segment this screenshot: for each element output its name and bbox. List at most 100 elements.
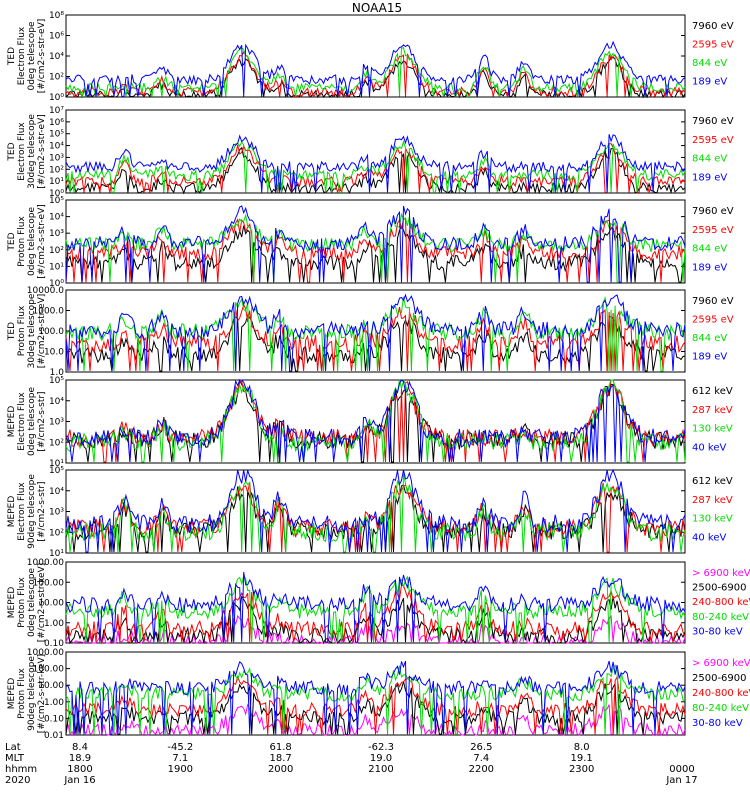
y-tick-label: 10⁶ xyxy=(49,32,64,42)
x-tick-label: 18.9 xyxy=(69,753,91,764)
y-tick-label: 10² xyxy=(49,73,64,83)
legend-entry: 7960 eV xyxy=(692,116,734,127)
legend-entry: 189 eV xyxy=(692,77,727,88)
series-trace-black xyxy=(65,595,686,645)
y-axis-label: MEPED xyxy=(7,406,17,438)
y-tick-label: 0.10 xyxy=(44,639,64,649)
legend-entry: 612 keV xyxy=(692,476,733,487)
legend-entry: 287 keV xyxy=(692,405,733,416)
y-tick-label: 10.00 xyxy=(38,681,64,691)
y-tick-label: 0.01 xyxy=(44,731,64,741)
x-tick-label: 2200 xyxy=(469,764,494,775)
series-trace-green xyxy=(65,664,686,735)
x-tick-label: 61.8 xyxy=(270,742,292,753)
y-tick-label: 100.0 xyxy=(38,327,64,337)
y-axis-label: 0deg telescope xyxy=(27,387,37,457)
y-tick-label: 10¹ xyxy=(49,262,64,272)
series-trace-green xyxy=(65,575,686,643)
y-tick-label: 10³ xyxy=(49,508,64,518)
x-tick-label: 8.0 xyxy=(574,742,590,753)
x-tick-label: 7.4 xyxy=(473,753,489,764)
y-axis-label: [#/cm2-s-str] xyxy=(37,391,47,451)
legend-entry: 2595 eV xyxy=(692,225,734,236)
x-tick-label: 8.4 xyxy=(72,742,88,753)
x-tick-label: 18.7 xyxy=(270,753,292,764)
panel-3: 10⁰ 10¹ 10² 10³ 10⁴ 10⁵ TED Proton Flux 0deg tel… xyxy=(7,196,734,289)
series-trace-red xyxy=(65,218,686,283)
y-axis-label: Electron Flux xyxy=(17,392,27,451)
y-axis-label: TED xyxy=(7,232,17,251)
x-row-label: 2020 xyxy=(5,775,30,786)
panel-frame xyxy=(65,651,686,736)
y-axis-label: MEPED xyxy=(7,678,17,710)
y-tick-label: 100.00 xyxy=(33,665,65,675)
y-tick-label: 10³ xyxy=(49,153,64,163)
y-axis-label: Proton Flux xyxy=(17,577,27,628)
y-tick-label: 1.00 xyxy=(44,698,64,708)
legend-entry: 287 keV xyxy=(692,495,733,506)
y-axis-label: TED xyxy=(7,322,17,341)
y-tick-label: 10⁰ xyxy=(49,189,64,199)
legend-entry: 189 eV xyxy=(692,352,727,363)
legend-entry: 240-800 keV xyxy=(692,688,750,699)
x-tick-label: -45.2 xyxy=(167,742,193,753)
y-axis-label: [#/cm2-s-str] xyxy=(37,481,47,541)
legend-entry: 2595 eV xyxy=(692,135,734,146)
legend-entry: 844 eV xyxy=(692,244,727,255)
legend-entry: 130 keV xyxy=(692,514,733,525)
series-trace-red xyxy=(65,303,686,372)
series-trace-black xyxy=(65,313,686,372)
series-trace-green xyxy=(65,212,686,283)
legend-entry: 40 keV xyxy=(692,442,726,453)
y-axis-label: TED xyxy=(7,47,17,66)
legend-entry: 2595 eV xyxy=(692,315,734,326)
x-tick-label: 19.1 xyxy=(571,753,593,764)
y-axis-label: [#/cm2-s-str-eV] xyxy=(37,19,47,94)
series-trace-blue xyxy=(65,293,686,372)
x-tick-label: 26.5 xyxy=(470,742,492,753)
legend-entry: > 6900 keV xyxy=(692,568,750,579)
y-tick-label: 10⁴ xyxy=(49,213,64,223)
y-axis-label: [#/cm2-s-str-keV] xyxy=(37,563,47,642)
y-tick-label: 10⁴ xyxy=(49,397,64,407)
x-tick-label: 2300 xyxy=(569,764,594,775)
series-trace-blue xyxy=(65,205,686,283)
y-tick-label: 10¹ xyxy=(49,549,64,559)
y-tick-label: 10² xyxy=(49,246,64,256)
y-tick-label: 10⁴ xyxy=(49,52,64,62)
series-trace-blue xyxy=(65,40,686,97)
y-tick-label: 10⁵ xyxy=(49,376,64,386)
legend-entry: 189 eV xyxy=(692,262,727,273)
y-tick-label: 10² xyxy=(49,528,64,538)
y-tick-label: 10¹ xyxy=(49,459,64,469)
y-tick-label: 10⁵ xyxy=(49,466,64,476)
x-tick-label: 7.1 xyxy=(172,753,188,764)
legend-entry: 189 eV xyxy=(692,172,727,183)
panel-stack: 10⁰ 10² 10⁴ 10⁶ 10⁸ TED Electron Flux 0deg tele… xyxy=(7,11,750,741)
y-tick-label: 10³ xyxy=(49,229,64,239)
legend-entry: 844 eV xyxy=(692,154,727,165)
y-tick-label: 10000.0 xyxy=(27,286,64,296)
y-axis-label: Proton Flux xyxy=(17,305,27,356)
series-trace-blue xyxy=(65,379,686,463)
y-tick-label: 10⁸ xyxy=(49,11,64,21)
y-tick-label: 0.10 xyxy=(44,714,64,724)
panel-1: 10⁰ 10² 10⁴ 10⁶ 10⁸ TED Electron Flux 0deg tele… xyxy=(7,11,734,103)
panel-8: 0.01 0.10 1.00 10.00 100.00 1000.00 MEPED Proto… xyxy=(7,648,750,741)
x-row-label: hhmm xyxy=(5,764,37,775)
x-row-label: Lat xyxy=(5,742,21,753)
series-trace-blue xyxy=(65,468,686,553)
legend-entry: 7960 eV xyxy=(692,206,734,217)
y-tick-label: 1.00 xyxy=(44,619,64,629)
series-trace-green xyxy=(65,139,686,193)
y-axis-label: [#/cm2-s-str-eV] xyxy=(37,294,47,369)
series-trace-red xyxy=(65,51,686,99)
y-tick-label: 10.00 xyxy=(38,599,64,609)
series-trace-blue xyxy=(65,134,686,193)
y-tick-label: 1000.00 xyxy=(27,558,64,568)
legend-entry: 844 eV xyxy=(692,58,727,69)
y-tick-label: 10⁰ xyxy=(49,279,64,289)
y-tick-label: 10³ xyxy=(49,418,64,428)
